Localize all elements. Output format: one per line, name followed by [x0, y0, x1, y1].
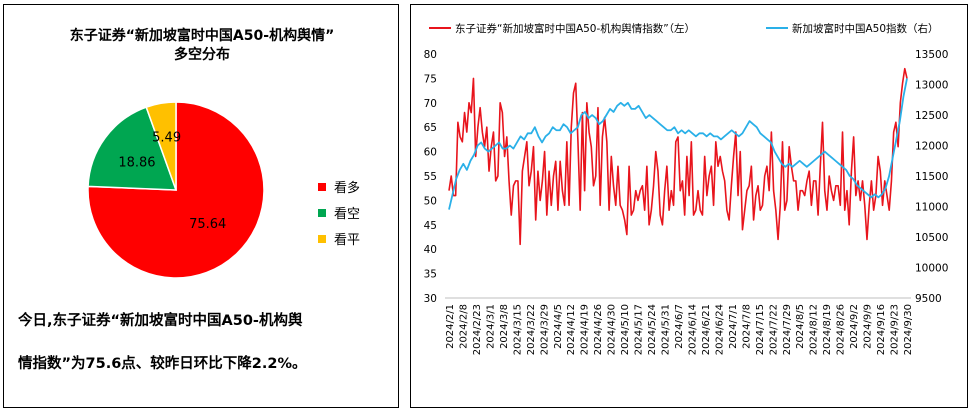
x-tick-label: 2024/4/5: [553, 304, 564, 349]
x-tick-label: 2024/5/24: [647, 304, 658, 355]
y-left-tick-label: 30: [424, 293, 437, 305]
y-left-tick-label: 55: [424, 171, 437, 183]
y-right-tick-label: 11000: [915, 202, 948, 214]
x-tick-label: 2024/4/30: [607, 304, 618, 355]
x-tick-label: 2024/4/19: [580, 304, 591, 355]
legend-label-neutral: 看平: [334, 233, 361, 248]
pie-title-line-1: 东子证券“新加坡富时中国A50-机构舆情”: [69, 28, 335, 44]
sentiment-index-line: [448, 67, 908, 246]
y-right-tick-label: 10000: [915, 263, 948, 275]
x-tick-label: 2024/4/26: [593, 304, 604, 355]
x-tick-label: 2024/7/15: [755, 304, 766, 355]
x-tick-label: 2024/3/22: [526, 304, 537, 355]
legend-item-bearish: 看空: [318, 203, 360, 222]
x-tick-label: 2024/7/8: [741, 304, 752, 349]
line-chart-panel: 东子证券“新加坡富时中国A50-机构舆情指数”（左） 新加坡富时中国A50指数（右…: [410, 4, 968, 408]
y-right-tick-label: 13500: [915, 49, 948, 61]
x-tick-label: 2024/2/8: [458, 304, 469, 349]
x-tick-label: 2024/7/1: [728, 304, 739, 349]
pie-slice-bearish: [87, 106, 178, 191]
y-left-tick-label: 70: [424, 98, 437, 110]
pie-title-line-2: 多空分布: [174, 47, 230, 63]
y-left-tick-label: 40: [424, 244, 437, 256]
x-tick-label: 2024/6/14: [687, 304, 698, 355]
legend-item-neutral: 看平: [318, 229, 360, 248]
x-tick-label: 2024/3/15: [512, 304, 523, 355]
legend-item-bullish: 看多: [318, 177, 360, 196]
legend-label-bearish: 看空: [334, 207, 361, 222]
y-left-tick-label: 65: [424, 122, 437, 134]
x-tick-label: 2024/3/1: [485, 304, 496, 349]
x-tick-label: 2024/4/12: [566, 304, 577, 355]
y-left-tick-label: 80: [424, 49, 437, 61]
legend-label-sentiment: 东子证券“新加坡富时中国A50-机构舆情指数”（左）: [455, 22, 695, 35]
y-right-tick-label: 12000: [915, 141, 948, 153]
x-tick-label: 2024/9/2: [849, 304, 860, 349]
x-tick-label: 2024/3/8: [499, 304, 510, 349]
x-tick-label: 2024/2/23: [472, 304, 483, 355]
legend-swatch-bullish: [318, 183, 326, 191]
x-tick-label: 2024/9/30: [903, 304, 914, 355]
line-chart: 东子证券“新加坡富时中国A50-机构舆情指数”（左） 新加坡富时中国A50指数（右…: [424, 22, 949, 355]
pie-value-label-bearish: 18.86: [118, 155, 155, 170]
legend-label-bullish: 看多: [334, 181, 361, 196]
chart-legend: 东子证券“新加坡富时中国A50-机构舆情指数”（左） 新加坡富时中国A50指数（右…: [429, 22, 939, 35]
pie-chart: 75.64 18.86 5.49: [87, 101, 265, 279]
x-tick-label: 2024/9/23: [890, 304, 901, 355]
legend-label-index: 新加坡富时中国A50指数（右）: [792, 22, 939, 35]
a50-index-line: [448, 78, 908, 210]
x-tick-label: 2024/8/5: [795, 304, 806, 349]
legend-swatch-neutral: [318, 235, 326, 243]
x-tick-label: 2024/6/24: [714, 304, 725, 355]
x-tick-label: 2024/5/10: [620, 304, 631, 355]
y-right-tick-label: 11500: [915, 171, 948, 183]
pie-value-label-bullish: 75.64: [189, 217, 226, 232]
x-tick-label: 2024/7/29: [782, 304, 793, 355]
x-tick-label: 2024/6/7: [674, 304, 685, 349]
x-tick-label: 2024/3/29: [539, 304, 550, 355]
pie-slice-neutral: [145, 101, 177, 191]
pie-panel: 东子证券“新加坡富时中国A50-机构舆情” 多空分布 75.64 18.86 5.4…: [3, 4, 399, 408]
x-tick-label: 2024/9/16: [876, 304, 887, 355]
x-tick-label: 2024/5/17: [634, 304, 645, 355]
y-left-tick-label: 35: [424, 269, 437, 281]
y-right-tick-label: 10500: [915, 232, 948, 244]
pie-value-label-neutral: 5.49: [152, 130, 181, 145]
x-tick-label: 2024/8/26: [836, 304, 847, 355]
x-tick-label: 2024/8/12: [809, 304, 820, 355]
x-tick-label: 2024/2/1: [445, 304, 456, 349]
summary-text-line-2: 情指数”为75.6点、较昨日环比下降2.2%。: [18, 356, 307, 372]
x-tick-label: 2024/8/19: [822, 304, 833, 355]
x-tick-label: 2024/9/9: [863, 304, 874, 349]
x-tick-label: 2024/5/31: [661, 304, 672, 355]
y-left-tick-label: 75: [424, 73, 437, 85]
summary-text-line-1: 今日,东子证券“新加坡富时中国A50-机构舆: [18, 313, 303, 329]
x-tick-label: 2024/6/21: [701, 304, 712, 355]
y-right-tick-label: 13000: [915, 80, 948, 92]
y-right-tick-label: 12500: [915, 110, 948, 122]
y-right-tick-label: 9500: [915, 293, 942, 305]
y-left-tick-label: 50: [424, 195, 437, 207]
legend-swatch-bearish: [318, 209, 326, 217]
y-left-tick-label: 45: [424, 220, 437, 232]
y-left-tick-label: 60: [424, 147, 437, 159]
x-tick-label: 2024/7/22: [768, 304, 779, 355]
